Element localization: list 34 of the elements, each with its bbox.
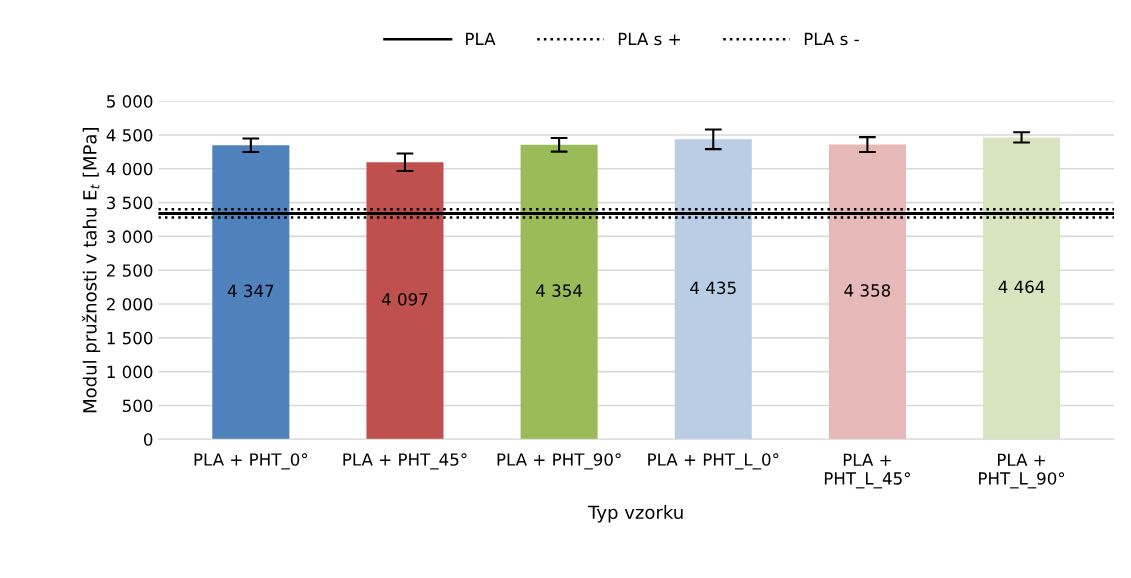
- y-tick-label: 2 000: [106, 297, 153, 311]
- y-tick-label: 4 000: [106, 162, 153, 176]
- bar: [828, 144, 906, 440]
- data-label: 4 358: [844, 284, 891, 297]
- y-tick-label: 3 500: [107, 196, 153, 210]
- y-tick-label: 500: [122, 399, 153, 413]
- x-tick-label: PLA + PHT_L_45°: [824, 453, 910, 489]
- bar: [983, 137, 1061, 440]
- y-tick-label: 2 500: [106, 264, 153, 277]
- legend-label: PLA s -: [804, 32, 859, 46]
- x-tick-label: PLA + PHT_L_90°: [979, 453, 1065, 489]
- y-tick-label: 3 000: [107, 230, 153, 243]
- x-tick-label: PLA + PHT_45°: [343, 453, 467, 470]
- y-tick-label: 4 500: [106, 128, 153, 142]
- y-tick-label: 1 000: [107, 365, 153, 379]
- x-tick-label: PLA + PHT_L_0°: [648, 453, 779, 470]
- data-label: 4 435: [690, 281, 736, 295]
- data-label: 4 347: [227, 284, 274, 298]
- data-label: 4 097: [381, 292, 428, 306]
- y-tick-label: 0: [143, 433, 153, 446]
- data-label: 4 464: [998, 280, 1045, 294]
- data-label: 4 354: [536, 284, 583, 297]
- legend-label: PLA s +: [618, 32, 680, 46]
- x-tick-label: PLA + PHT_90°: [497, 453, 621, 470]
- x-axis-title: Typ vzorku: [588, 505, 683, 523]
- y-tick-label: 1 500: [107, 331, 153, 345]
- y-axis-title: Modul pružnosti v tahu E$_{t}$ [MPa]: [81, 128, 101, 413]
- x-tick-label: PLA + PHT_0°: [194, 453, 308, 470]
- y-tick-label: 5 000: [107, 95, 153, 108]
- legend-label: PLA: [466, 32, 496, 45]
- bar: [212, 145, 290, 440]
- bar: [366, 162, 444, 440]
- bar: [674, 139, 752, 440]
- bar: [520, 144, 598, 440]
